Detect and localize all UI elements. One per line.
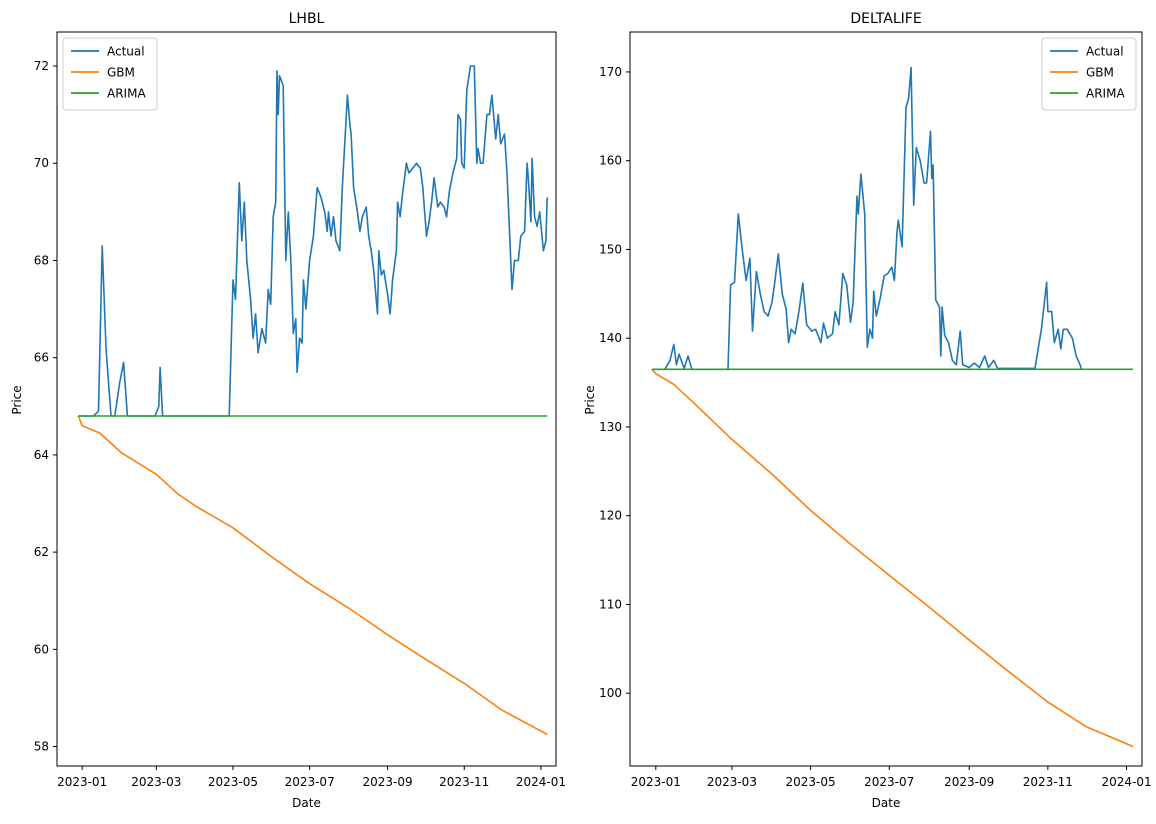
x-tick-label: 2023-03 bbox=[707, 775, 757, 789]
x-tick-label: 2023-01 bbox=[57, 775, 107, 789]
chart-title: LHBL bbox=[289, 11, 325, 27]
series-line-actual bbox=[651, 66, 1083, 371]
y-tick-label: 130 bbox=[599, 420, 622, 434]
x-axis-label: Date bbox=[872, 796, 901, 810]
plot-area: 2023-01 2023-03 2023-05 2023-07 2023-09 2023-… bbox=[34, 31, 566, 789]
y-tick-label: 110 bbox=[599, 597, 622, 611]
x-tick-label: 2024-01 bbox=[516, 775, 566, 789]
series-line-actual bbox=[78, 65, 548, 417]
x-tick-label: 2023-03 bbox=[131, 775, 181, 789]
y-tick-label: 58 bbox=[34, 740, 49, 754]
legend-label: ARIMA bbox=[1086, 87, 1125, 101]
legend-label: GBM bbox=[1086, 66, 1114, 80]
y-tick-label: 140 bbox=[599, 331, 622, 345]
x-tick-label: 2023-01 bbox=[631, 775, 681, 789]
y-tick-label: 70 bbox=[34, 156, 49, 170]
y-tick-label: 100 bbox=[599, 686, 622, 700]
x-tick-label: 2023-11 bbox=[439, 775, 489, 789]
y-tick-label: 120 bbox=[599, 509, 622, 523]
legend: Actual GBM ARIMA bbox=[62, 37, 158, 111]
plot-area: 2023-01 2023-03 2023-05 2023-07 2023-09 2023-… bbox=[599, 31, 1152, 789]
legend-label: Actual bbox=[107, 45, 145, 59]
series-line-gbm bbox=[77, 415, 548, 736]
y-tick-label: 60 bbox=[34, 642, 49, 656]
x-tick-label: 2023-09 bbox=[944, 775, 994, 789]
x-axis-label: Date bbox=[292, 796, 321, 810]
legend-label: Actual bbox=[1086, 45, 1124, 59]
chart-panel-lhbl: LHBL Price Date 2023-01 2023-03 2023-05 202… bbox=[10, 11, 566, 810]
y-tick-label: 66 bbox=[34, 351, 49, 365]
chart-panel-deltalife: DELTALIFE Price Date 2023-01 2023-03 2023-… bbox=[583, 11, 1152, 810]
x-tick-label: 2024-01 bbox=[1101, 775, 1151, 789]
legend-label: GBM bbox=[107, 66, 135, 80]
y-tick-label: 150 bbox=[599, 242, 622, 256]
y-tick-label: 62 bbox=[34, 545, 49, 559]
chart-title: DELTALIFE bbox=[850, 11, 921, 27]
y-tick-label: 64 bbox=[34, 448, 49, 462]
axes-frame bbox=[56, 31, 557, 767]
axes-frame bbox=[629, 31, 1143, 767]
y-tick-label: 160 bbox=[599, 154, 622, 168]
x-tick-label: 2023-07 bbox=[864, 775, 914, 789]
y-tick-label: 72 bbox=[34, 59, 49, 73]
y-axis-label: Price bbox=[10, 385, 24, 414]
x-tick-label: 2023-11 bbox=[1023, 775, 1073, 789]
y-tick-label: 68 bbox=[34, 253, 49, 267]
legend-box bbox=[62, 37, 158, 111]
x-tick-label: 2023-05 bbox=[785, 775, 835, 789]
legend: Actual GBM ARIMA bbox=[1041, 37, 1137, 111]
x-tick-label: 2023-09 bbox=[363, 775, 413, 789]
series-line-gbm bbox=[651, 368, 1134, 748]
legend-label: ARIMA bbox=[107, 87, 146, 101]
y-tick-label: 170 bbox=[599, 65, 622, 79]
legend-box bbox=[1041, 37, 1137, 111]
y-axis-label: Price bbox=[583, 385, 597, 414]
x-tick-label: 2023-07 bbox=[285, 775, 335, 789]
x-tick-label: 2023-05 bbox=[208, 775, 258, 789]
